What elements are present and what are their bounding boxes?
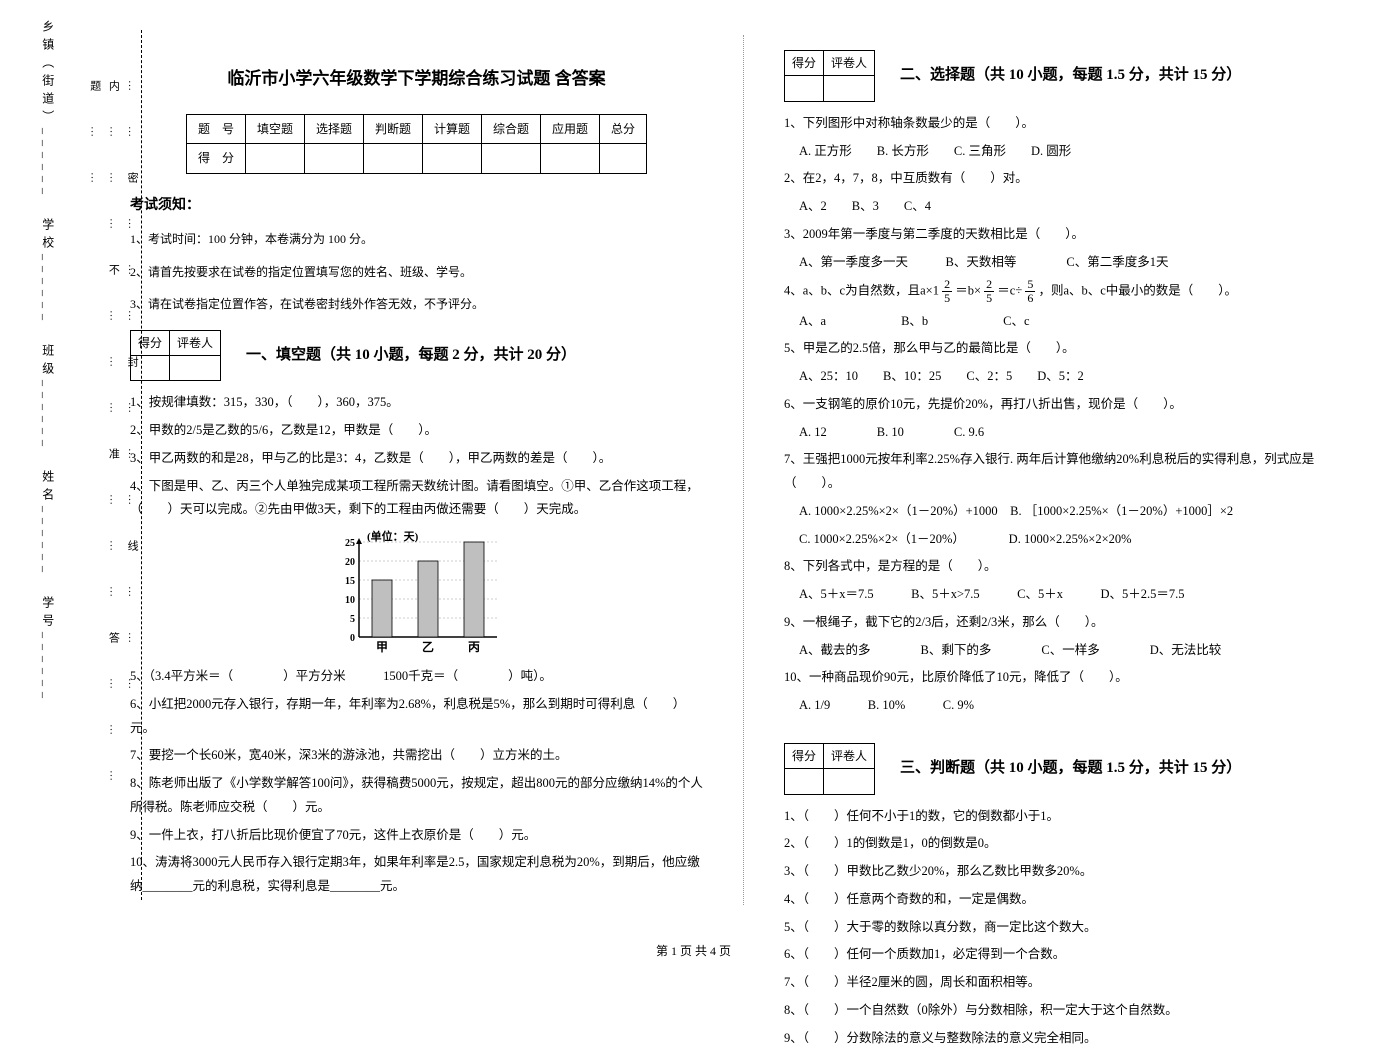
score-box: 得分评卷人 xyxy=(784,50,875,102)
question: 4、下图是甲、乙、丙三个人单独完成某项工程所需天数统计图。请看图填空。①甲、乙合… xyxy=(130,475,703,523)
svg-text:20: 20 xyxy=(345,557,355,568)
notice-item: 1、考试时间：100 分钟，本卷满分为 100 分。 xyxy=(130,229,703,249)
fraction: 25 xyxy=(984,278,994,305)
question-options: A、第一季度多一天 B、天数相等 C、第二季度多1天 xyxy=(784,251,1357,275)
page-footer: 第 1 页 共 4 页 xyxy=(0,941,1387,961)
svg-text:10: 10 xyxy=(345,595,355,606)
notice-item: 3、请在试卷指定位置作答，在试卷密封线外作答无效，不予评分。 xyxy=(130,294,703,314)
svg-text:15: 15 xyxy=(345,576,355,587)
q4-text: ＝c÷ xyxy=(997,284,1022,298)
question-options: A. 正方形 B. 长方形 C. 三角形 D. 圆形 xyxy=(784,140,1357,164)
score-box: 得分评卷人 xyxy=(784,743,875,795)
question: 5、甲是乙的2.5倍，那么甲与乙的最简比是（ ）。 xyxy=(784,337,1357,361)
question: 3、甲乙两数的和是28，甲与乙的比是3：4，乙数是（ ），甲乙两数的差是（ ）。 xyxy=(130,447,703,471)
question-options: A、a B、b C、c xyxy=(784,310,1357,334)
column-divider xyxy=(743,35,744,905)
question-options: C. 1000×2.25%×2×（1－20%） D. 1000×2.25%×2×… xyxy=(784,528,1357,552)
q4-text: ，则a、b、c中最小的数是（ ）。 xyxy=(1038,284,1237,298)
fraction: 56 xyxy=(1025,278,1035,305)
question: 4、a、b、c为自然数，且a×1 25 ＝b× 25 ＝c÷ 56 ，则a、b、… xyxy=(784,278,1357,305)
score-box-label: 评卷人 xyxy=(170,330,221,355)
svg-text:(单位：天): (单位：天) xyxy=(367,529,419,543)
section-3-title: 三、判断题（共 10 小题，每题 1.5 分，共计 15 分） xyxy=(900,756,1241,782)
question: 6、小红把2000元存入银行，存期一年，年利率为2.68%，利息税是5%，那么到… xyxy=(130,693,703,741)
question: 5、（ ）大于零的数除以真分数，商一定比这个数大。 xyxy=(784,916,1357,940)
right-column: 得分评卷人 二、选择题（共 10 小题，每题 1.5 分，共计 15 分） 1、… xyxy=(784,35,1357,1054)
question: 9、（ ）分数除法的意义与整数除法的意义完全相同。 xyxy=(784,1027,1357,1051)
notice-item: 2、请首先按要求在试卷的指定位置填写您的姓名、班级、学号。 xyxy=(130,262,703,282)
section-2-header: 得分评卷人 二、选择题（共 10 小题，每题 1.5 分，共计 15 分） xyxy=(784,50,1357,102)
question: 2、甲数的2/5是乙数的5/6，乙数是12，甲数是（ ）。 xyxy=(130,419,703,443)
svg-text:乙: 乙 xyxy=(421,640,433,654)
score-summary-table: 题 号填空题选择题判断题计算题综合题应用题总分 得 分 xyxy=(186,114,647,174)
question: 2、（ ）1的倒数是1，0的倒数是0。 xyxy=(784,832,1357,856)
question: 4、（ ）任意两个奇数的和，一定是偶数。 xyxy=(784,888,1357,912)
question: 3、2009年第一季度与第二季度的天数相比是（ ）。 xyxy=(784,223,1357,247)
score-box-label: 得分 xyxy=(785,51,824,76)
q4-text: 4、a、b、c为自然数，且a×1 xyxy=(784,284,939,298)
score-box-label: 评卷人 xyxy=(824,743,875,768)
question: 1、下列图形中对称轴条数最少的是（ ）。 xyxy=(784,112,1357,136)
question: 7、（ ）半径2厘米的圆，周长和面积相等。 xyxy=(784,971,1357,995)
question: 1、按规律填数：315，330，（ ），360，375。 xyxy=(130,391,703,415)
question: 8、下列各式中，是方程的是（ ）。 xyxy=(784,555,1357,579)
binding-fields: 乡镇（街道）______ 学校______ 班级______ 姓名______ … xyxy=(0,0,95,920)
left-column: 临沂市小学六年级数学下学期综合练习试题 含答案 题 号填空题选择题判断题计算题综… xyxy=(130,35,703,1054)
score-box: 得分评卷人 xyxy=(130,330,221,382)
question: 9、一件上衣，打八折后比现价便宜了70元，这件上衣原价是（ ）元。 xyxy=(130,824,703,848)
svg-text:5: 5 xyxy=(350,614,355,625)
bar-chart: 5 10 15 20 25 0 (单位：天) 甲 乙 丙 xyxy=(327,527,507,657)
question-options: A. 12 B. 10 C. 9.6 xyxy=(784,421,1357,445)
binding-dashline: ……密………封………线………内………不………准………答………题…… xyxy=(85,30,142,900)
score-box-label: 得分 xyxy=(785,743,824,768)
question-options: A、截去的多 B、剩下的多 C、一样多 D、无法比较 xyxy=(784,639,1357,663)
question-options: A、5＋x＝7.5 B、5＋x>7.5 C、5＋x D、5＋2.5＝7.5 xyxy=(784,583,1357,607)
question-options: A、25：10 B、10：25 C、2：5 D、5：2 xyxy=(784,365,1357,389)
question: 8、（ ）一个自然数（0除外）与分数相除，积一定大于这个自然数。 xyxy=(784,999,1357,1023)
question: 2、在2，4，7，8，中互质数有（ ）对。 xyxy=(784,167,1357,191)
question: 8、陈老师出版了《小学数学解答100问》，获得稿费5000元，按规定，超出800… xyxy=(130,772,703,820)
question: 5、（3.4平方米＝（ ）平方分米 1500千克＝（ ）吨）。 xyxy=(130,665,703,689)
q4-text: ＝b× xyxy=(955,284,981,298)
question: 10、一种商品现价90元，比原价降低了10元，降低了（ ）。 xyxy=(784,666,1357,690)
svg-text:丙: 丙 xyxy=(467,640,479,654)
svg-text:甲: 甲 xyxy=(375,640,387,654)
svg-text:0: 0 xyxy=(350,633,355,644)
svg-text:25: 25 xyxy=(345,538,355,549)
question: 7、王强把1000元按年利率2.25%存入银行. 两年后计算他缴纳20%利息税后… xyxy=(784,448,1357,496)
question: 10、涛涛将3000元人民币存入银行定期3年，如果年利率是2.5，国家规定利息税… xyxy=(130,851,703,899)
question: 6、一支钢笔的原价10元，先提价20%，再打八折出售，现价是（ ）。 xyxy=(784,393,1357,417)
question-options: A. 1000×2.25%×2×（1－20%）+1000 B. ［1000×2.… xyxy=(784,500,1357,524)
exam-title: 临沂市小学六年级数学下学期综合练习试题 含答案 xyxy=(130,65,703,94)
question-options: A. 1/9 B. 10% C. 9% xyxy=(784,694,1357,718)
question: 1、（ ）任何不小于1的数，它的倒数都小于1。 xyxy=(784,805,1357,829)
question: 7、要挖一个长60米，宽40米，深3米的游泳池，共需挖出（ ）立方米的土。 xyxy=(130,744,703,768)
question: 9、一根绳子，截下它的2/3后，还剩2/3米，那么（ ）。 xyxy=(784,611,1357,635)
question-options: A、2 B、3 C、4 xyxy=(784,195,1357,219)
score-box-label: 评卷人 xyxy=(824,51,875,76)
section-2-title: 二、选择题（共 10 小题，每题 1.5 分，共计 15 分） xyxy=(900,63,1241,89)
question: 3、（ ）甲数比乙数少20%，那么乙数比甲数多20%。 xyxy=(784,860,1357,884)
section-3-header: 得分评卷人 三、判断题（共 10 小题，每题 1.5 分，共计 15 分） xyxy=(784,743,1357,795)
fraction: 25 xyxy=(942,278,952,305)
section-1-header: 得分评卷人 一、填空题（共 10 小题，每题 2 分，共计 20 分） xyxy=(130,330,703,382)
section-1-title: 一、填空题（共 10 小题，每题 2 分，共计 20 分） xyxy=(246,343,576,369)
notice-title: 考试须知： xyxy=(130,194,703,218)
